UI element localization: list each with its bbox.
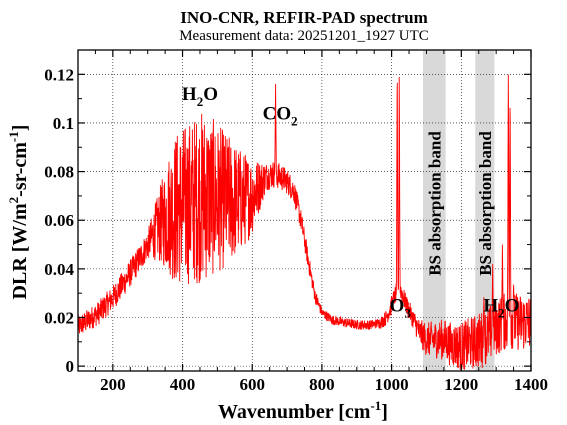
y-tick-label-7: 0.12: [44, 65, 74, 84]
x-tick-label-5: 1000: [375, 375, 409, 394]
y-tick-label-5: 0.08: [44, 163, 74, 182]
x-tick-label-3: 600: [239, 375, 265, 394]
annotations: H2O CO2 O3 H2O: [182, 84, 519, 321]
shaded-band-2: [475, 50, 495, 371]
x-axis-label: Wavenumber [cm-1]: [218, 398, 388, 423]
axis-ticks: 200 400 600 800 1000 1200 1400 0 0.02 0.04 0.06 0.0…: [44, 50, 548, 394]
shaded-band-1: [422, 50, 446, 371]
x-tick-label-1: 200: [100, 375, 126, 394]
y-axis-label: DLR [W/m2-sr-cm-1]: [6, 125, 31, 300]
grid-lines: [78, 50, 531, 371]
band-label-1: BS absorption band: [425, 131, 444, 276]
x-tick-label-2: 400: [170, 375, 196, 394]
y-tick-label-2: 0.02: [44, 309, 74, 328]
y-tick-label-3: 0.04: [44, 260, 74, 279]
y-tick-label-6: 0.1: [53, 114, 74, 133]
x-tick-label-4: 800: [309, 375, 335, 394]
chart-title: INO-CNR, REFIR-PAD spectrum: [180, 8, 428, 27]
annotation-4: H2O: [483, 295, 519, 320]
series-layer: [77, 74, 532, 370]
band-labels: BS absorption band BS absorption band: [425, 131, 495, 276]
annotation-3: O3: [390, 295, 412, 320]
x-tick-label-7: 1400: [514, 375, 548, 394]
chart-subtitle: Measurement data: 20251201_1927 UTC: [179, 28, 429, 44]
shaded-bands: [422, 50, 495, 371]
spectrum-line: [77, 74, 532, 370]
band-label-2: BS absorption band: [476, 131, 495, 276]
y-tick-label-4: 0.06: [44, 211, 74, 230]
annotation-1: H2O: [182, 84, 218, 109]
annotation-2: CO2: [263, 103, 298, 128]
y-tick-label-1: 0: [66, 357, 75, 376]
plot-frame: [77, 49, 532, 372]
x-tick-label-6: 1200: [444, 375, 478, 394]
